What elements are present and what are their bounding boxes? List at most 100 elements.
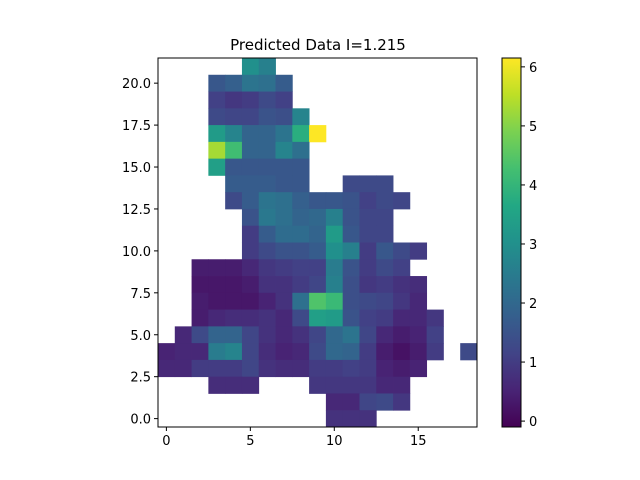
heatmap-cell [258, 309, 276, 327]
heatmap-cell [275, 125, 293, 143]
heatmap-cell [208, 359, 226, 378]
colorbar-axis: 0 1 2 3 4 5 6 [521, 61, 537, 430]
heatmap-cell [426, 326, 444, 344]
heatmap-cell [241, 175, 260, 193]
heatmap-cell [275, 74, 293, 92]
y-tick-label: 5.0 [130, 329, 151, 344]
heatmap-cell [292, 242, 310, 260]
heatmap-cell [342, 309, 360, 327]
heatmap-cell [275, 208, 293, 227]
heatmap-cell [225, 343, 243, 361]
heatmap-cell [225, 175, 243, 193]
heatmap-cell [258, 158, 276, 176]
heatmap-cell [359, 326, 377, 344]
heatmap-cell [342, 208, 360, 227]
heatmap-cells [158, 58, 478, 428]
heatmap-cell [376, 343, 394, 361]
heatmap-cell [258, 292, 276, 310]
heatmap-cell [309, 326, 327, 344]
heatmap-cell [309, 125, 327, 143]
heatmap-cell [393, 292, 411, 310]
heatmap-cell [258, 359, 276, 378]
heatmap-cell [225, 259, 243, 277]
heatmap-cell [376, 259, 394, 277]
heatmap-cell [342, 175, 360, 193]
heatmap-cell [241, 376, 260, 394]
heatmap-cell [359, 225, 377, 243]
heatmap-cell [208, 158, 226, 176]
heatmap-cell [309, 292, 327, 310]
colorbar-tick-label: 0 [529, 415, 537, 430]
heatmap-cell [275, 292, 293, 310]
x-tick-label: 0 [162, 434, 170, 449]
x-axis: 0 5 10 15 [162, 427, 427, 449]
heatmap-cell [275, 276, 293, 294]
heatmap-cell [325, 192, 344, 210]
heatmap-cell [208, 259, 226, 277]
heatmap-cell [409, 359, 428, 378]
heatmap-cell [393, 309, 411, 327]
heatmap-cell [225, 376, 243, 394]
heatmap-cell [241, 158, 260, 176]
heatmap-cell [309, 259, 327, 277]
heatmap-cell [376, 376, 394, 394]
heatmap-cell [342, 343, 360, 361]
heatmap-cell [241, 108, 260, 126]
heatmap-cell [376, 292, 394, 310]
heatmap-cell [325, 343, 344, 361]
heatmap-cell [376, 276, 394, 294]
heatmap-cell [292, 208, 310, 227]
heatmap-cell [325, 242, 344, 260]
heatmap-cell [275, 343, 293, 361]
heatmap-cell [359, 309, 377, 327]
heatmap-cell [309, 376, 327, 394]
heatmap-cell [309, 309, 327, 327]
heatmap-cell [258, 326, 276, 344]
heatmap-cell [275, 326, 293, 344]
heatmap-cell [258, 125, 276, 143]
heatmap-cell [191, 259, 209, 277]
heatmap-cell [393, 393, 411, 411]
heatmap-cell [208, 326, 226, 344]
heatmap-cell [342, 259, 360, 277]
heatmap-cell [225, 125, 243, 143]
heatmap-cell [376, 309, 394, 327]
heatmap-cell [292, 343, 310, 361]
heatmap-cell [225, 326, 243, 344]
heatmap-cell [258, 74, 276, 92]
heatmap-cell [225, 192, 243, 210]
heatmap-cell [258, 192, 276, 210]
heatmap-cell [241, 208, 260, 227]
heatmap-cell [342, 225, 360, 243]
heatmap-cell [359, 276, 377, 294]
heatmap-cell [208, 376, 226, 394]
heatmap-cell [225, 359, 243, 378]
heatmap-cell [241, 58, 260, 76]
heatmap-cell [309, 343, 327, 361]
heatmap-cell [342, 393, 360, 411]
x-tick-label: 10 [326, 434, 343, 449]
heatmap-cell [275, 259, 293, 277]
heatmap-cell [208, 309, 226, 327]
heatmap-cell [309, 242, 327, 260]
heatmap-cell [359, 208, 377, 227]
heatmap-cell [191, 343, 209, 361]
heatmap-cell [208, 74, 226, 92]
heatmap-cell [258, 276, 276, 294]
heatmap-cell [225, 141, 243, 160]
heatmap-cell [208, 343, 226, 361]
heatmap-cell [275, 175, 293, 193]
colorbar [501, 57, 522, 428]
heatmap-cell [393, 242, 411, 260]
heatmap-cell [359, 359, 377, 378]
heatmap-cell [342, 292, 360, 310]
heatmap-cell [426, 343, 444, 361]
heatmap-cell [342, 410, 360, 428]
heatmap-cell [359, 343, 377, 361]
heatmap-cell [325, 376, 344, 394]
heatmap-cell [208, 108, 226, 126]
heatmap-cell [275, 359, 293, 378]
y-axis: 0.0 2.5 5.0 7.5 10.0 12.5 15.0 17.5 20.0 [122, 77, 158, 428]
heatmap-cell [158, 359, 176, 378]
heatmap-cell [359, 175, 377, 193]
